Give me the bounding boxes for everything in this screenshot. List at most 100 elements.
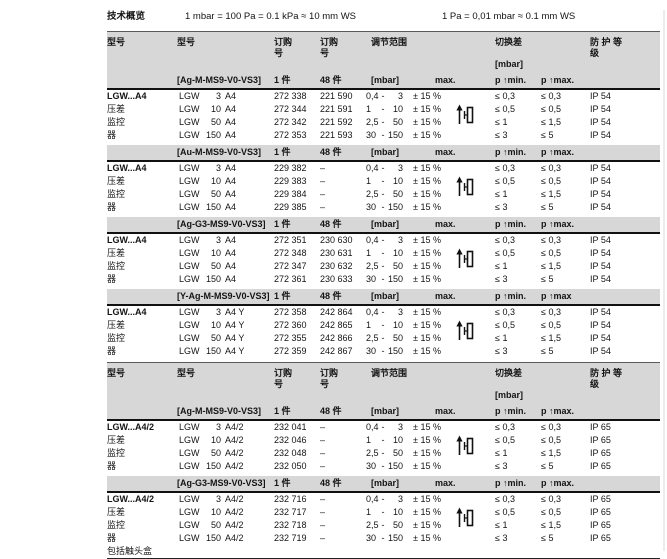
range-high: 10: [392, 320, 403, 330]
range-separator: -: [381, 176, 385, 186]
qty-48-label: 48 件: [320, 478, 342, 488]
tolerance: ± 15 %: [413, 117, 441, 127]
table-header: 型号 型号 订购 号 订购 号 调节范围 切换差 [mbar] 防 护 等 级 [Ag-M-M…: [107, 362, 660, 421]
pmax-label: p ↑max.: [541, 75, 575, 85]
pmax-value: ≤ 0,5: [541, 176, 561, 186]
tolerance: ± 15 %: [413, 320, 441, 330]
col-header-protection: 防 护 等 级: [590, 368, 623, 389]
range-low: 2,5: [366, 261, 379, 271]
spec-row: 监控 LGW 50 A4 272 342 221 592 2,5-50 ± 15 % ≤ 1 ≤ …: [107, 116, 660, 129]
page-title: 技术概览: [107, 11, 146, 22]
protection-class: IP 54: [590, 248, 611, 258]
range-separator: -: [381, 520, 385, 530]
protection-class: IP 65: [590, 461, 611, 471]
model-cell: LGW 150 A4: [177, 129, 272, 142]
range-unit-label: [mbar]: [371, 478, 400, 488]
qty-1-label: 1 件: [274, 147, 291, 157]
side-label: 器: [107, 274, 117, 284]
model-cell: LGW 50 A4/2: [177, 447, 272, 460]
pmax-value: ≤ 1,5: [541, 189, 561, 199]
qty-48-label: 48 件: [320, 291, 342, 301]
pmax-value: ≤ 0,5: [541, 104, 561, 114]
pmin-label: p ↑min.: [495, 291, 526, 301]
model-suffix: A4/2: [225, 422, 244, 432]
spec-row: 监控 LGW 50 A4 229 384–2,5-50 ± 15 % ≤ 1 ≤ 1,5 IP …: [107, 188, 660, 201]
order-number-single: 272 353: [274, 130, 307, 140]
protection-class: IP 65: [590, 448, 611, 458]
model-prefix: LGW: [179, 202, 200, 212]
model-cell: LGW 10 A4/2: [177, 506, 272, 519]
spec-row: 压差 LGW 10 A4/2 232 046–1-10 ± 15 % ≤ 0,5 ≤ 0,5 I…: [107, 434, 660, 447]
order-number-single: 229 382: [274, 163, 307, 173]
order-number-single: 272 361: [274, 274, 307, 284]
pmin-value: ≤ 1: [495, 261, 508, 271]
tolerance: ± 15 %: [413, 448, 441, 458]
qty-48-label: 48 件: [320, 406, 342, 416]
pmax-value: ≤ 5: [541, 130, 554, 140]
spec-row: 压差 LGW 10 A4/2 232 717–1-10 ± 15 % ≤ 0,5 ≤ 0,5 I…: [107, 506, 660, 519]
spec-row: 器 LGW 150 A4 272 361 230 633 30-150 ± 15 % ≤ 3 ≤ …: [107, 273, 660, 286]
tolerance: ± 15 %: [413, 494, 441, 504]
model-size: 10: [210, 320, 221, 330]
range-separator: -: [381, 189, 385, 199]
pmax-value: ≤ 0,3: [541, 91, 561, 101]
model-cell: LGW 10 A4 Y: [177, 319, 272, 332]
model-cell: LGW 150 A4/2: [177, 460, 272, 473]
tolerance: ± 15 %: [413, 520, 441, 530]
qty-48-label: 48 件: [320, 75, 342, 85]
side-label: LGW...A4/2: [107, 494, 155, 504]
pmax-value: ≤ 0,5: [541, 320, 561, 330]
variant-label: [Ag-M-MS9-V0-VS3]: [177, 75, 262, 85]
model-suffix: A4: [225, 117, 237, 127]
range-separator: -: [381, 274, 385, 284]
tolerance: ± 15 %: [413, 435, 441, 445]
range-unit-label: [mbar]: [371, 219, 400, 229]
spec-row: LGW...A4 LGW 3 A4 229 382 – 0,4- 3 ± 15 % ≤ 0,3 ≤ …: [107, 162, 660, 175]
model-suffix: A4: [225, 202, 237, 212]
side-label: 监控: [107, 333, 126, 343]
table-header: 型号 型号 订购 号 订购 号 调节范围 切换差 [mbar] 防 护 等 级 [Ag-M-M…: [107, 31, 660, 90]
qty-1-label: 1 件: [274, 219, 291, 229]
order-number-bulk: –: [320, 422, 326, 432]
block-subheader-row: [Au-M-MS9-V0-VS3] 1 件 48 件 [mbar] max. p ↑min…: [107, 145, 660, 160]
col-header-type: 型号: [107, 368, 126, 378]
range-separator: -: [381, 117, 385, 127]
model-prefix: LGW: [179, 189, 200, 199]
tolerance: ± 15 %: [413, 130, 441, 140]
spacer: [107, 476, 177, 491]
pmin-value: ≤ 0,3: [495, 422, 515, 432]
pmin-value: ≤ 0,3: [495, 494, 515, 504]
spec-row: LGW...A4 LGW 3 A4 Y 272 358 242 864 0,4- 3 ± 15 …: [107, 306, 660, 319]
model-size: 50: [210, 448, 221, 458]
tolerance: ± 15 %: [413, 461, 441, 471]
pmax-value: ≤ 0,3: [541, 307, 561, 317]
range-low: 1: [366, 176, 372, 186]
model-size: 3: [215, 91, 221, 101]
order-number-bulk: 242 867: [320, 346, 353, 356]
range-high: 3: [397, 422, 403, 432]
pmax-value: ≤ 1,5: [541, 333, 561, 343]
pmin-value: ≤ 0,5: [495, 248, 515, 258]
order-number-single: 272 359: [274, 346, 307, 356]
range-low: 0,4: [366, 163, 379, 173]
block-subheader-row: [Ag-G3-MS9-V0-VS3] 1 件 48 件 [mbar] max. p ↑mi…: [107, 476, 660, 491]
range-high: 50: [392, 333, 403, 343]
pmin-value: ≤ 0,5: [495, 320, 515, 330]
pmin-value: ≤ 1: [495, 520, 508, 530]
qty-1-label: 1 件: [274, 406, 291, 416]
spacer: [107, 404, 177, 419]
side-label: 压差: [107, 248, 126, 258]
model-suffix: A4: [225, 104, 237, 114]
tolerance: ± 15 %: [413, 533, 441, 543]
model-size: 3: [215, 494, 221, 504]
column-header-row: 型号 型号 订购 号 订购 号 调节范围 切换差 [mbar] 防 护 等 级: [107, 37, 660, 73]
order-number-bulk: 230 630: [320, 235, 353, 245]
order-number-single: 232 716: [274, 494, 307, 504]
model-size: 150: [205, 346, 221, 356]
pmax-value: ≤ 1,5: [541, 448, 561, 458]
model-size: 10: [210, 248, 221, 258]
range-high: 150: [387, 533, 403, 543]
order-number-bulk: 242 865: [320, 320, 353, 330]
model-cell: LGW 50 A4: [177, 188, 272, 201]
range-separator: -: [381, 448, 385, 458]
